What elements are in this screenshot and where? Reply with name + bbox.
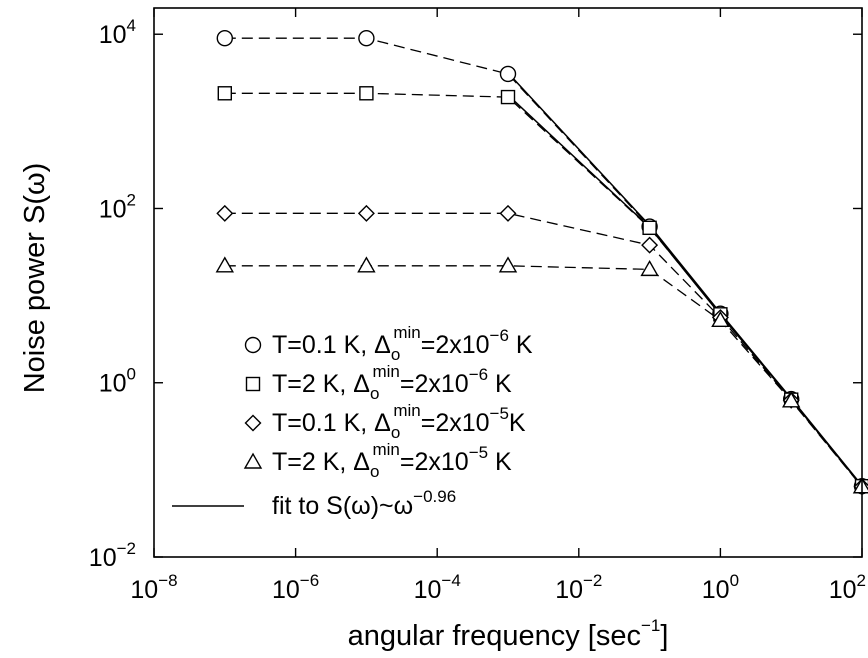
fit-line [507,72,863,487]
x-tick-label-exponent: −2 [583,571,602,590]
legend-marker-triangle [243,452,263,469]
y-tick-label-exponent: 0 [127,365,136,384]
y-axis-label: Noise power S(ω) [19,163,51,394]
data-point-diamond [641,236,659,254]
data-point-diamond [357,204,375,222]
x-tick-label: 10−4 [414,571,461,604]
legend-label-fit: fit to S(ω)~ω−0.96 [272,487,456,520]
data-point-diamond [216,204,234,222]
plot-frame [153,7,863,558]
legend-label-exponent: −6 [490,326,509,345]
legend: T=0.1 K, Δomin=2x10−6 KT=2 K, Δomin=2x10… [172,323,533,520]
legend-label-subscript: o [370,384,379,403]
legend-label-main: T=0.1 K, Δ [272,409,391,437]
x-tick-label: 10−2 [555,571,602,604]
data-point-triangle [498,256,518,273]
x-tick-label-exponent: −6 [300,571,319,590]
x-tick-label-exponent: −4 [441,571,460,590]
legend-label-superscript: min [372,362,399,381]
x-tick-label-base: 10 [414,576,442,604]
x-axis-label: angular frequency [sec−1] [348,616,669,652]
legend-label-subscript: o [370,462,379,481]
data-point-triangle [781,391,801,408]
x-axis-label-text: angular frequency [sec [348,620,641,652]
legend-marker-circle [244,336,262,354]
markers-layer [215,30,868,496]
x-tick-label: 10−8 [130,571,177,604]
legend-label-unit: K [488,370,512,398]
data-point-square [359,86,374,101]
legend-label-triangle: T=2 K, Δo min=2x10−5 K [272,440,512,481]
data-point-triangle [711,310,730,328]
legend-label-main: T=2 K, Δ [272,448,370,476]
data-point-diamond [499,204,517,222]
legend-marker-diamond [244,414,262,432]
legend-label-value: =2x10 [400,448,469,476]
legend-label-value: =2x10 [421,409,490,437]
legend-label-exponent: −6 [469,365,488,384]
data-point-circle [499,65,517,83]
x-tick-label: 100 [702,571,739,604]
x-tick-label-base: 10 [829,576,857,604]
legend-label-diamond: T=0.1 K, Δo min=2x10−5K [272,401,526,442]
x-tick-label-base: 10 [702,576,730,604]
y-tick-label: 10−2 [89,539,136,572]
x-axis-label-exponent: −1 [641,616,660,635]
x-tick-label: 102 [829,571,866,604]
y-tick-label-exponent: 2 [127,190,136,209]
x-tick-label-base: 10 [555,576,583,604]
y-tick-label: 102 [99,190,136,223]
fit-line [507,94,863,487]
legend-label-value: =2x10 [421,331,490,359]
legend-label-superscript: min [393,401,420,420]
legend-label-main: T=2 K, Δ [272,370,370,398]
y-tick-label-base: 10 [99,370,127,398]
x-tick-label: 10−6 [272,571,319,604]
x-tick-label-base: 10 [130,576,158,604]
legend-label-value: =2x10 [400,370,469,398]
y-tick-label-exponent: 4 [127,16,136,35]
y-tick-label: 104 [99,16,136,49]
legend-label-unit: K [488,448,512,476]
data-point-triangle [640,259,659,277]
y-tick-label-base: 10 [99,195,127,223]
data-point-circle [216,30,234,47]
legend-label-unit: K [509,331,533,359]
x-tick-label-exponent: 2 [857,571,866,590]
data-point-triangle [357,256,376,273]
legend-label-subscript: o [391,423,400,442]
y-tick-label: 100 [99,365,136,398]
legend-label-exponent: −5 [490,404,509,423]
legend-fit-main: fit to S(ω)~ω [272,492,413,520]
legend-fit-exponent: −0.96 [413,487,456,506]
data-point-triangle [215,256,235,273]
data-point-square [500,89,516,105]
y-tick-label-base: 10 [99,21,127,49]
y-tick-label-exponent: −2 [117,539,136,558]
data-point-square [217,86,233,101]
data-point-square [642,220,657,236]
legend-label-unit: K [509,409,526,437]
x-tick-label-exponent: −8 [158,571,177,590]
legend-label-superscript: min [372,440,399,459]
y-tick-label-base: 10 [89,544,117,572]
legend-label-circle: T=0.1 K, Δo min=2x10−6 K [272,323,533,364]
legend-label-subscript: o [391,345,400,364]
legend-marker-square [245,376,261,392]
legend-label-exponent: −5 [469,443,488,462]
legend-label-superscript: min [393,323,420,342]
data-point-circle [358,30,375,47]
x-tick-label-base: 10 [272,576,300,604]
x-tick-label-exponent: 0 [730,571,739,590]
legend-label-main: T=0.1 K, Δ [272,331,391,359]
legend-label-square: T=2 K, Δo min=2x10−6 K [272,362,512,403]
x-axis-label-end: ] [660,620,668,652]
